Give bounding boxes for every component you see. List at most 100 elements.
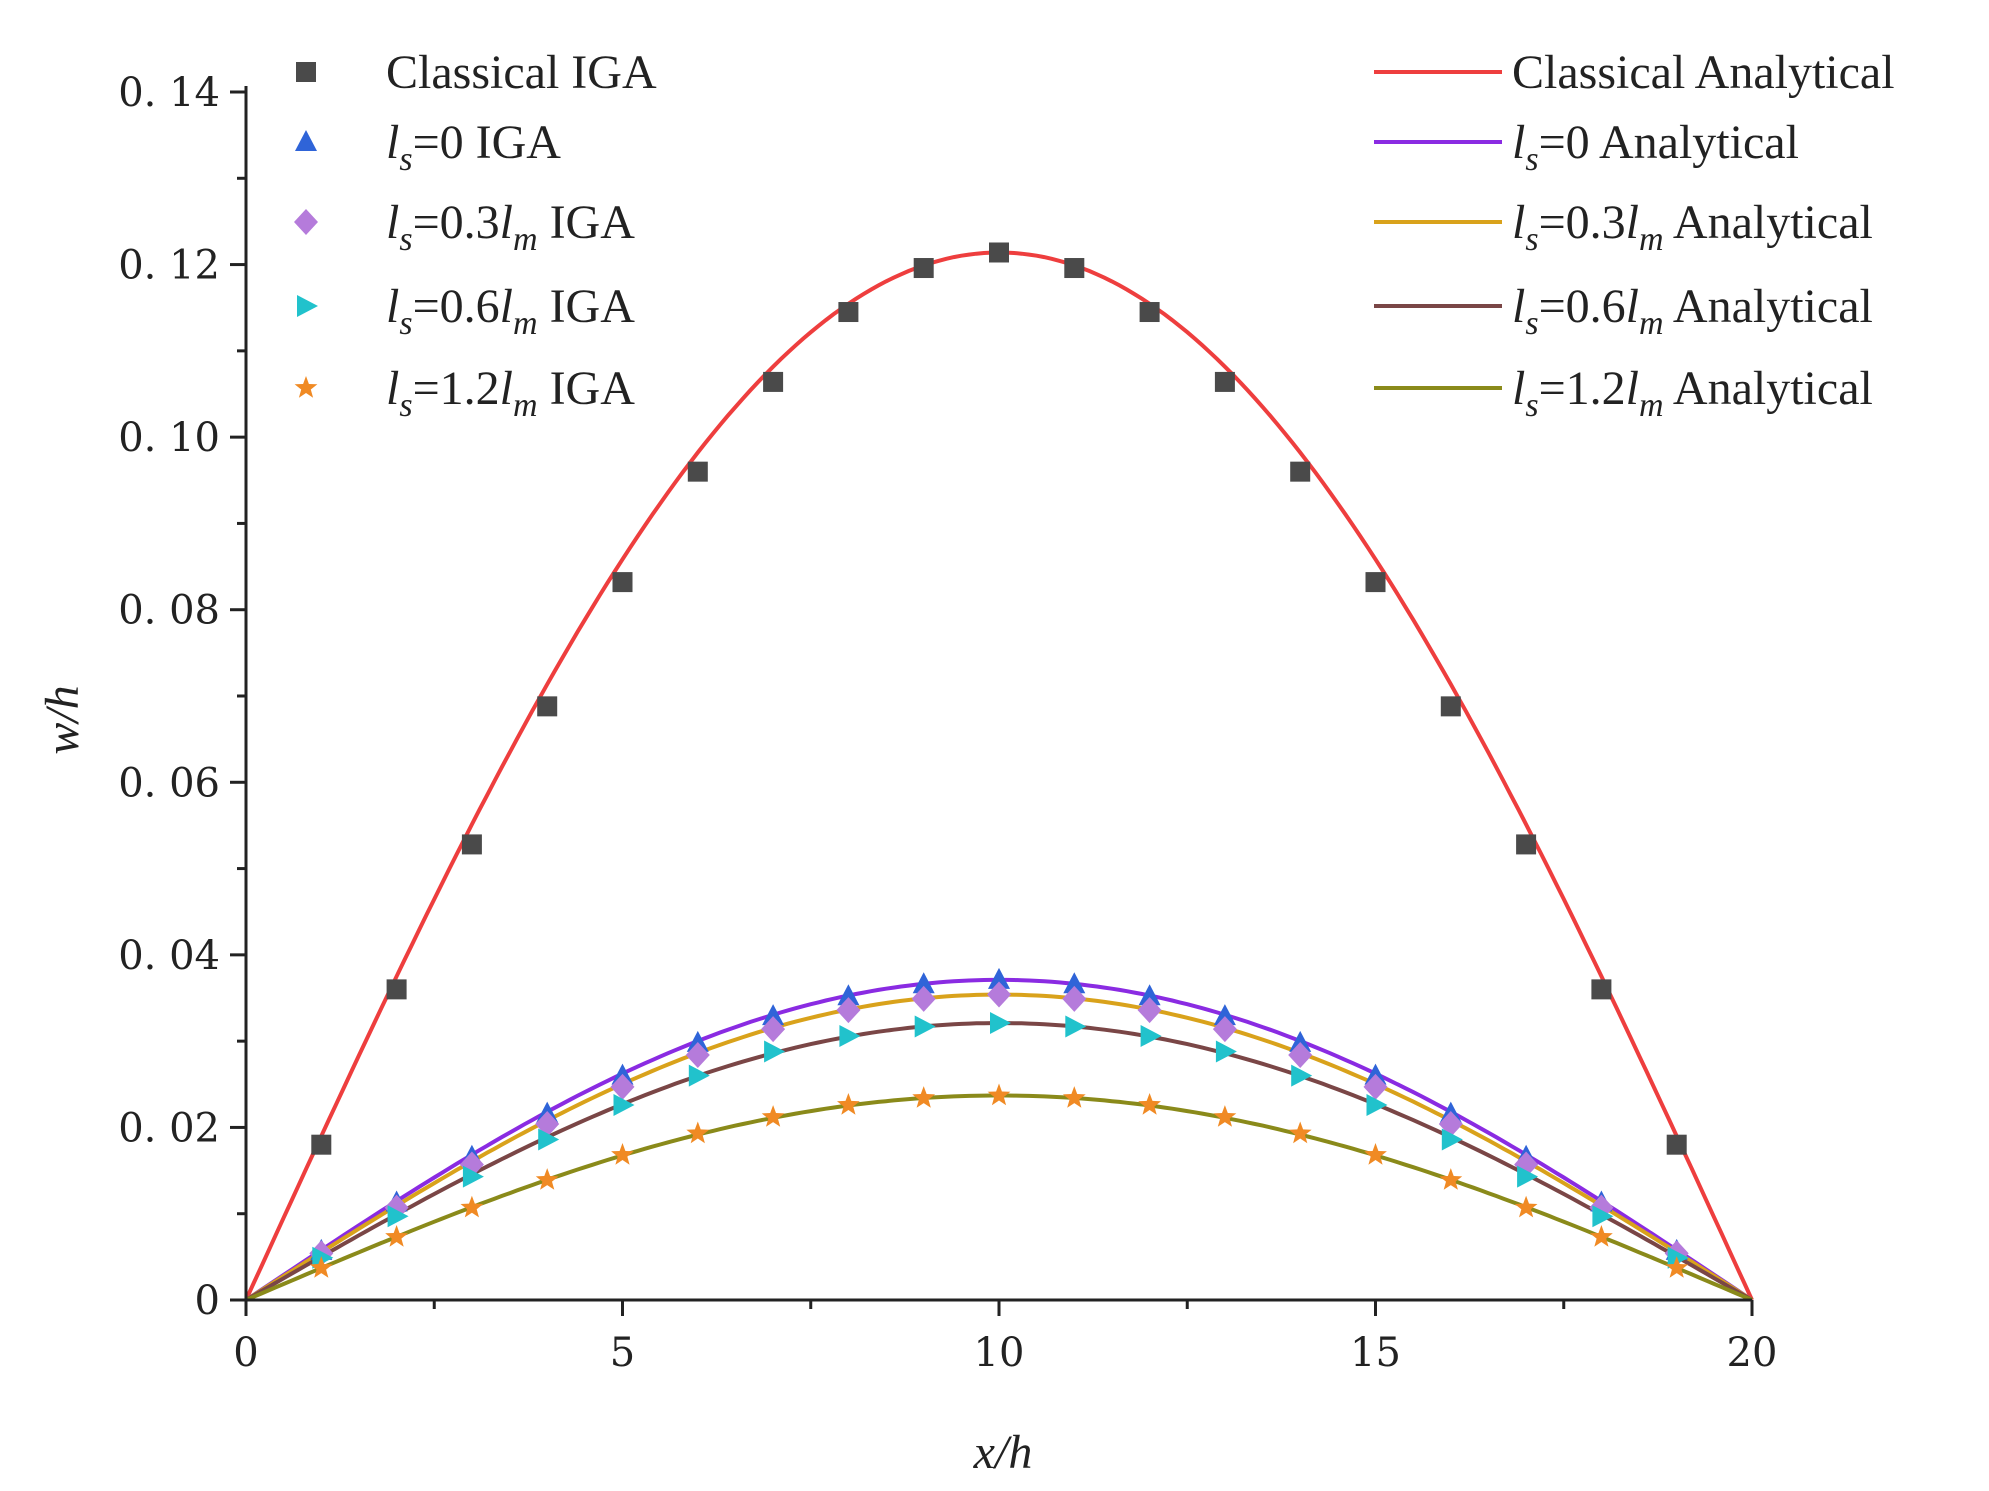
ls-0-6lm-iga-point (1441, 1128, 1463, 1151)
ls-0-6lm-iga-point (914, 1015, 936, 1038)
ls-0-3lm-iga-point (761, 1016, 786, 1043)
x-tick-label: 5 (610, 1330, 635, 1376)
classical-iga-point (763, 371, 784, 392)
ls-1-2lm-iga-point (1590, 1225, 1613, 1247)
x-tick-label: 10 (974, 1330, 1025, 1376)
ls-1-2lm-iga-point (1514, 1195, 1538, 1218)
classical-iga-point (1214, 371, 1235, 392)
ls-0-3lm-iga-point (1062, 985, 1087, 1012)
ls-0-iga-series (310, 967, 1688, 1260)
ls-0-6lm-iga-point (1366, 1093, 1388, 1116)
y-tick-label: 0. 14 (118, 70, 220, 116)
classical-iga-point (537, 696, 558, 717)
ls-0-6lm-iga-point (688, 1064, 710, 1087)
y-tick-label: 0. 06 (118, 760, 220, 806)
ls-0-iga-point (1289, 1030, 1312, 1052)
ls-0-6lm-iga-point (764, 1040, 786, 1063)
axes (244, 86, 1752, 1302)
y-tick-label: 0. 12 (118, 243, 220, 289)
ls-0-iga-point (837, 984, 860, 1006)
ls-0-6lm-iga-point (387, 1205, 409, 1228)
ls-0-analytical-legend-label: ls=0 Analytical (1512, 116, 1799, 178)
ls-0-3lm-iga-point (685, 1041, 710, 1068)
ls-0-iga-point (686, 1030, 709, 1052)
y-tick-label: 0 (195, 1278, 220, 1324)
classical-iga-point (1365, 572, 1386, 593)
x-tick-label: 20 (1727, 1330, 1778, 1376)
classical-iga-point (311, 1134, 332, 1155)
ls-1-2lm-iga-point (1665, 1256, 1689, 1278)
classical-iga-point (913, 258, 934, 279)
x-tick-label: 0 (233, 1330, 258, 1376)
ls-0-6lm-iga-legend-label: ls=0.6lm IGA (386, 280, 635, 342)
ls-0-6lm-iga-point (1065, 1015, 1087, 1038)
ls-0-6lm-iga-point (538, 1128, 560, 1151)
classical-iga-point (1666, 1134, 1687, 1155)
ls-0-6lm-iga-point (1215, 1040, 1237, 1063)
ls-0-iga-point (912, 972, 935, 994)
classical-iga-series (311, 242, 1687, 1155)
ls-0-iga-legend-marker (295, 130, 317, 151)
classical-iga-point (612, 572, 633, 593)
ls-0-6lm-iga-point (839, 1024, 861, 1047)
ls-1-2lm-iga-point (385, 1225, 408, 1247)
ls-0-3lm-iga-point (911, 985, 936, 1012)
classical-iga-point (1516, 834, 1537, 855)
classical-iga-legend-label: Classical IGA (386, 46, 657, 99)
ls-0-6lm-iga-point (1291, 1064, 1313, 1087)
iga-markers (309, 242, 1689, 1278)
x-tick-label: 15 (1350, 1330, 1401, 1376)
ls-1-2lm-iga-point (1288, 1121, 1312, 1144)
ls-1-2lm-iga-point (535, 1168, 559, 1190)
ls-1-2lm-iga-point (837, 1093, 860, 1115)
ls-0-6lm-iga-point (312, 1246, 334, 1269)
ls-1-2lm-iga-point (987, 1083, 1011, 1106)
classical-iga-point (1290, 461, 1311, 482)
ls-1-2lm-iga-point (1062, 1086, 1086, 1108)
ticks: 0 5 10 15 20 0 0. 02 0. 04 0. 06 0. 08 0. 10 0. 12 0… (118, 70, 1777, 1376)
ls-0-3lm-iga-legend-marker (294, 209, 318, 235)
ls-0-3lm-iga-point (987, 981, 1011, 1008)
ls-0-6lm-iga-point (1592, 1205, 1614, 1228)
ls-0-3lm-iga-point (1212, 1016, 1237, 1043)
y-tick-label: 0. 02 (118, 1105, 220, 1151)
ls-0-6lm-iga-series (312, 1012, 1689, 1269)
ls-1-2lm-iga-point (611, 1143, 634, 1165)
ls-1-2lm-iga-series (309, 1083, 1689, 1278)
ls-0-6lm-iga-legend-marker (297, 295, 318, 317)
ls-0-6lm-iga-point (990, 1012, 1011, 1035)
classical-iga-point (1139, 302, 1160, 323)
ls-0-iga-point (762, 1004, 785, 1026)
ls-1-2lm-iga-point (686, 1121, 710, 1144)
ls-1-2lm-iga-point (912, 1086, 936, 1108)
ls-1-2lm-iga-point (1138, 1093, 1161, 1115)
ls-1-2lm-iga-legend-marker (294, 376, 318, 398)
x-axis-label: x/h (973, 1426, 1033, 1479)
ls-0-3lm-iga-point (610, 1073, 635, 1100)
ls-1-2lm-analytical-legend-label: ls=1.2lm Analytical (1512, 362, 1873, 424)
ls-0-iga-legend-label: ls=0 IGA (386, 116, 561, 178)
classical-iga-point (838, 302, 859, 323)
ls-0-iga-point (1063, 972, 1086, 994)
y-axis-label: w/h (36, 685, 89, 754)
ls-0-iga-point (988, 967, 1010, 989)
ls-0-6lm-iga-point (462, 1165, 484, 1188)
ls-0-3lm-iga-point (1363, 1073, 1388, 1100)
ls-0-3lm-analytical-legend-label: ls=0.3lm Analytical (1512, 196, 1873, 258)
classical-iga-point (1440, 696, 1461, 717)
ls-1-2lm-iga-legend-label: ls=1.2lm IGA (386, 362, 635, 424)
ls-0-3lm-iga-point (1288, 1041, 1313, 1068)
classical-iga-point (386, 979, 407, 1000)
ls-0-3lm-iga-legend-label: ls=0.3lm IGA (386, 196, 635, 258)
classical-iga-point (687, 461, 708, 482)
ls-0-6lm-iga-point (1517, 1165, 1539, 1188)
ls-1-2lm-iga-point (460, 1195, 484, 1218)
ls-0-3lm-iga-point (836, 997, 861, 1024)
ls-1-2lm-iga-point (309, 1256, 333, 1278)
y-tick-label: 0. 04 (118, 933, 220, 979)
classical-iga-legend-marker (296, 62, 316, 82)
ls-1-2lm-iga-point (1439, 1168, 1463, 1190)
classical-iga-point (461, 834, 482, 855)
classical-iga-point (1064, 258, 1085, 279)
